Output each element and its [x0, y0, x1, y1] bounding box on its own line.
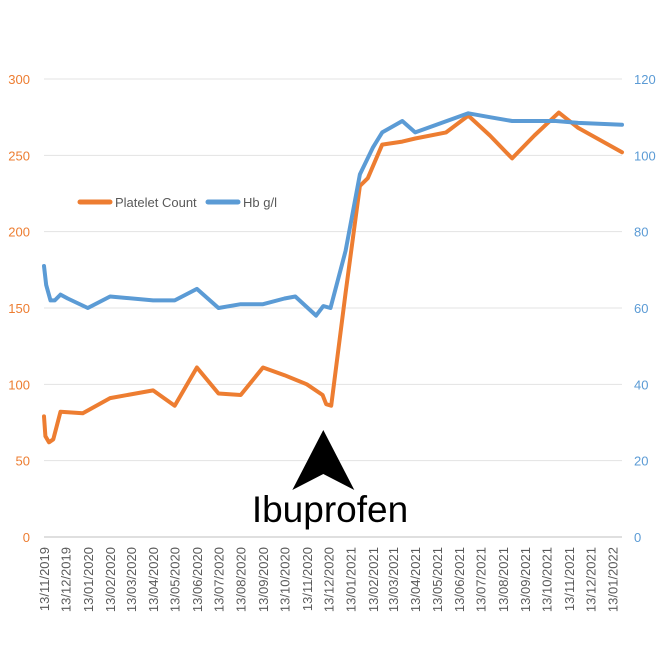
x-tick-label: 13/05/2021: [430, 547, 445, 612]
platelet-series-line: [42, 110, 624, 445]
legend-label-platelet: Platelet Count: [115, 195, 197, 210]
x-tick-label: 13/01/2022: [606, 547, 621, 612]
annotation-label-ibuprofen: Ibuprofen: [252, 489, 408, 530]
x-tick-label: 13/01/2020: [81, 547, 96, 612]
x-tick-label: 13/11/2019: [37, 547, 52, 611]
x-tick-label: 13/10/2021: [540, 547, 555, 612]
x-tick-label: 13/07/2021: [474, 547, 489, 612]
y-tick-label: 50: [16, 454, 30, 469]
x-tick-label: 13/06/2021: [452, 547, 467, 612]
y2-tick-label: 120: [634, 72, 656, 87]
y2-tick-label: 40: [634, 377, 648, 392]
y-tick-label: 100: [8, 377, 30, 392]
x-tick-label: 13/04/2020: [146, 547, 161, 612]
hb-series-line: [42, 111, 624, 318]
y2-tick-label: 80: [634, 225, 648, 240]
x-axis: 13/11/2019 13/12/2019 13/01/2020 13/02/2020…: [37, 547, 621, 612]
annotations: Ibuprofen: [252, 430, 408, 530]
x-tick-label: 13/02/2021: [366, 547, 381, 612]
y2-tick-label: 0: [634, 530, 641, 545]
x-tick-label: 13/08/2021: [496, 547, 511, 612]
x-tick-label: 13/10/2020: [278, 547, 293, 612]
y-tick-label: 200: [8, 225, 30, 240]
x-tick-label: 13/12/2021: [583, 547, 598, 612]
x-tick-label: 13/04/2021: [408, 547, 423, 612]
x-tick-label: 13/09/2020: [256, 547, 271, 612]
x-tick-label: 13/12/2020: [321, 547, 336, 612]
y-tick-label: 150: [8, 301, 30, 316]
x-tick-label: 13/09/2021: [518, 547, 533, 612]
x-tick-label: 13/07/2020: [211, 547, 226, 612]
x-tick-label: 13/11/2021: [562, 547, 577, 611]
right-axis: 0 20 40 60 80 100 120: [634, 72, 656, 545]
x-tick-label: 13/01/2021: [344, 547, 359, 612]
legend: Platelet Count Hb g/l: [77, 195, 277, 210]
x-tick-label: 13/12/2019: [59, 547, 74, 612]
y-tick-label: 300: [8, 72, 30, 87]
x-tick-label: 13/11/2020: [300, 547, 315, 611]
annotation-arrow: [292, 430, 355, 490]
x-tick-label: 13/03/2021: [386, 547, 401, 612]
y2-tick-label: 20: [634, 454, 648, 469]
y-tick-label: 250: [8, 148, 30, 163]
left-axis: 0 50 100 150 200 250 300: [8, 72, 30, 545]
legend-label-hb: Hb g/l: [243, 195, 277, 210]
x-tick-label: 13/06/2020: [190, 547, 205, 612]
y2-tick-label: 100: [634, 148, 656, 163]
x-tick-label: 13/03/2020: [124, 547, 139, 612]
x-tick-label: 13/08/2020: [234, 547, 249, 612]
y2-tick-label: 60: [634, 301, 648, 316]
x-tick-label: 13/02/2020: [103, 547, 118, 612]
x-tick-label: 13/05/2020: [168, 547, 183, 612]
y-tick-label: 0: [23, 530, 30, 545]
series-lines: [42, 110, 624, 445]
